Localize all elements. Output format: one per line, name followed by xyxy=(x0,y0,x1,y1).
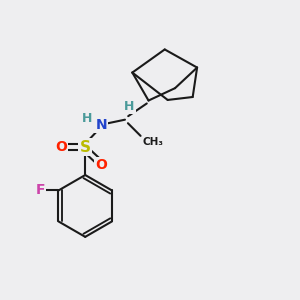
Text: F: F xyxy=(35,184,45,197)
Text: S: S xyxy=(80,140,91,154)
Text: H: H xyxy=(82,112,92,125)
Text: O: O xyxy=(55,140,67,154)
Text: CH₃: CH₃ xyxy=(142,137,164,147)
Text: N: N xyxy=(96,118,107,132)
Text: O: O xyxy=(95,158,107,172)
Text: H: H xyxy=(124,100,135,113)
